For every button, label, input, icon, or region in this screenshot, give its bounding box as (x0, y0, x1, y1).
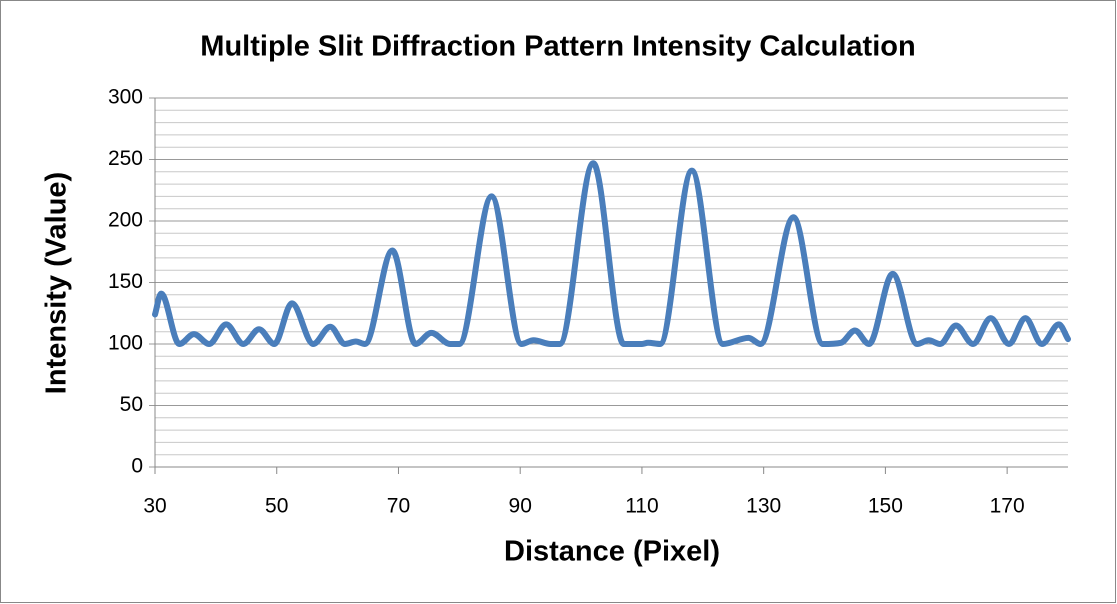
y-tick-label: 300 (108, 86, 143, 109)
x-tick-label: 130 (746, 495, 781, 518)
x-tick-label: 170 (990, 495, 1025, 518)
chart-title: Multiple Slit Diffraction Pattern Intens… (200, 31, 915, 63)
x-tick-label: 70 (387, 495, 410, 518)
x-tick-label: 90 (509, 495, 532, 518)
y-tick-label: 0 (131, 455, 143, 478)
x-tick-label: 50 (265, 495, 288, 518)
y-tick-label: 250 (108, 147, 143, 170)
y-tick-label: 50 (120, 393, 143, 416)
x-axis-label: Distance (Pixel) (504, 536, 720, 568)
x-tick-label: 150 (868, 495, 903, 518)
y-tick-label: 100 (108, 332, 143, 355)
y-axis-label: Intensity (Value) (41, 172, 73, 394)
y-tick-label: 200 (108, 209, 143, 232)
x-tick-label: 110 (625, 495, 658, 518)
x-tick-label: 30 (143, 495, 166, 518)
data-line (152, 160, 1071, 348)
y-tick-label: 150 (108, 270, 143, 293)
